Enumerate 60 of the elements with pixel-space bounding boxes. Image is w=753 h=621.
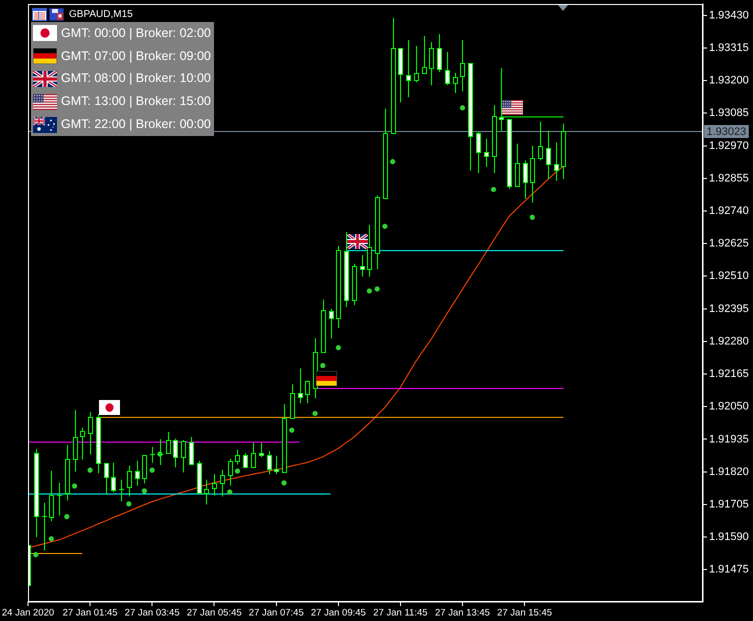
point (530, 214, 535, 220)
point (289, 428, 294, 433)
x-tick-label: 27 Jan 03:45 (124, 607, 180, 618)
x-tick-label: 27 Jan 09:45 (310, 607, 366, 618)
point (374, 286, 380, 292)
annotation: GMT: 13:00 | Broker: 15:00 (61, 94, 211, 110)
point (366, 288, 372, 294)
candlestick (118, 479, 124, 502)
y-tick-label: 1.92740 (709, 205, 749, 218)
annotation: GMT: 07:00 | Broker: 09:00 (61, 48, 211, 64)
point (150, 468, 155, 473)
y-tick-label: 1.92165 (709, 368, 749, 380)
x-tick-label: 27 Jan 01:45 (62, 607, 118, 618)
candlestick (56, 482, 62, 516)
point (281, 480, 287, 486)
point (64, 514, 70, 520)
y-tick-label: 1.92625 (709, 238, 749, 250)
annotation: GMT: 22:00 | Broker: 00:00 (61, 117, 211, 132)
y-tick-label: 1.92510 (709, 270, 749, 282)
ref-line-label: 1.93023 (706, 126, 746, 138)
y-tick-label: 1.91475 (709, 564, 749, 576)
point (48, 536, 54, 542)
x-tick-label: 24 Jan 2020 (2, 607, 54, 618)
y-tick-label: 1.93085 (709, 107, 749, 120)
y-tick-label: 1.92395 (709, 302, 749, 315)
point (382, 224, 388, 229)
point (33, 552, 38, 558)
point (72, 483, 78, 489)
chart-title: GBPAUD,M15 (69, 8, 134, 20)
x-tick-label: 27 Jan 13:45 (435, 607, 490, 618)
candlestick (42, 502, 48, 551)
y-tick-label: 1.92050 (709, 400, 749, 413)
point (390, 159, 396, 164)
x-tick-label: 27 Jan 07:45 (248, 607, 304, 618)
x-tick-label: 27 Jan 15:45 (497, 607, 552, 618)
point (87, 468, 93, 473)
y-tick-label: 1.91590 (709, 531, 749, 544)
x-tick-label: 27 Jan 11:45 (373, 607, 428, 618)
y-tick-label: 1.92280 (709, 335, 749, 348)
y-tick-label: 1.91705 (709, 498, 749, 510)
annotation: GMT: 00:00 | Broker: 02:00 (61, 26, 211, 41)
y-tick-label: 1.93315 (709, 42, 749, 54)
point (142, 488, 147, 494)
candlestick (150, 446, 156, 464)
y-tick-label: 1.91820 (709, 466, 749, 478)
annotation: GMT: 08:00 | Broker: 10:00 (61, 71, 211, 86)
y-tick-label: 1.93430 (709, 9, 749, 22)
point (490, 186, 496, 192)
point (460, 105, 466, 110)
y-tick-label: 1.92970 (709, 140, 749, 152)
x-tick-label: 27 Jan 05:45 (186, 607, 242, 618)
point (234, 468, 240, 474)
y-tick-label: 1.91935 (709, 433, 749, 446)
point (336, 345, 341, 350)
point (312, 410, 318, 416)
y-tick-label: 1.92855 (709, 172, 749, 184)
y-tick-label: 1.93200 (709, 74, 749, 87)
point (126, 501, 132, 506)
point (227, 489, 232, 495)
point (320, 362, 326, 368)
